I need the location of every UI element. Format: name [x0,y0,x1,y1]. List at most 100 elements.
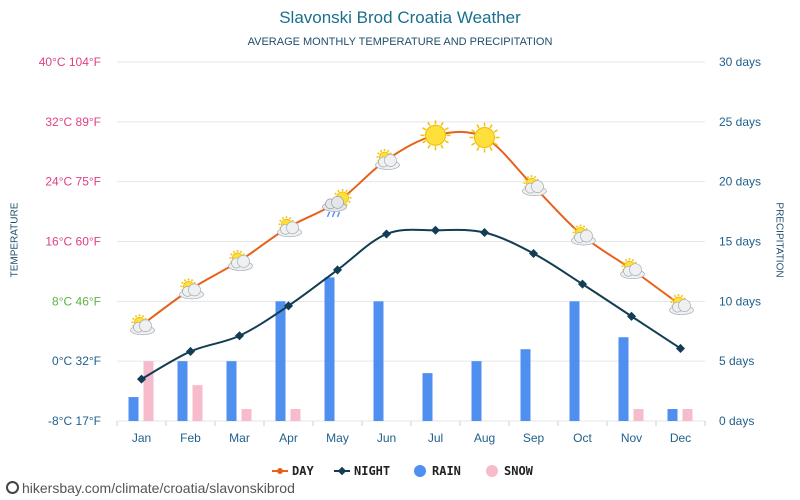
month-tick-label: Jul [428,431,443,445]
sun-ray [585,227,588,231]
sun-ray [132,317,135,320]
sun-ray [279,219,282,222]
temperature-tick-label: -8°C 17°F [48,414,101,428]
partly-cloudy-icon [620,258,645,280]
sun-ray [345,203,348,207]
rain-bar [373,301,384,421]
sun-ray [345,189,348,193]
sun-ray [422,127,427,131]
month-tick-label: Apr [279,431,298,445]
chart-subtitle: AVERAGE MONTHLY TEMPERATURE AND PRECIPIT… [247,36,553,48]
snow-series [143,361,693,421]
sun-ray [582,225,586,228]
legend-label: DAY [292,464,314,478]
temperature-tick-label: 16°C 60°F [45,235,101,249]
month-tick-label: Jun [377,431,396,445]
sun-ray [334,192,337,196]
sun-ray [239,250,243,254]
precipitation-axis: 30 days 25 days 20 days 15 days 10 days 5 day… [719,55,761,428]
partly-cloudy-icon [277,216,302,238]
sun-ray [348,200,351,204]
month-tick-label: Dec [670,431,691,445]
rain-drop [336,211,341,218]
snow-bar [241,409,252,421]
night-point [185,346,196,356]
night-point [626,311,637,321]
month-tick-label: Oct [573,431,592,445]
month-tick-label: Nov [621,431,642,445]
night-line [141,228,682,380]
sun-ray [493,129,498,133]
night-point [381,229,392,239]
watermark-text: hikersbay.com/climate/croatia/slavonskib… [22,480,295,496]
sun-ray [476,146,480,151]
temperature-tick-label: 40°C 104°F [39,55,101,69]
snow-bar [290,409,301,421]
legend-item-night: NIGHT [334,464,390,478]
sun-ray [471,129,476,133]
sun-ray [291,219,294,222]
sun-ray [193,281,196,285]
sun-ray [377,152,380,155]
source-watermark[interactable]: hikersbay.com/climate/croatia/slavonskib… [6,480,295,496]
legend-marker [486,465,498,477]
month-axis: Jan Feb Mar Apr May Jun Jul Aug Sep Oct Nov Dec [132,431,691,445]
sun-ray [673,294,677,298]
sun-ray [281,216,285,220]
sun-ray [622,261,625,264]
legend-label: NIGHT [354,464,390,478]
partly-cloudy-icon [179,278,204,300]
sun-ray [575,225,579,228]
partly-cloudy-icon [669,294,694,315]
rain-bar [520,349,531,421]
cloud-puff [237,255,250,268]
sun-ray [634,261,637,264]
snow-bar [633,409,644,421]
legend-label: SNOW [504,464,534,478]
cloud-puff [188,283,201,297]
precipitation-tick-label: 15 days [719,235,761,249]
snow-bar [192,385,203,421]
rain-bar [275,301,286,421]
sun-ray [183,279,187,282]
snow-bar [143,361,154,421]
rain-bar [177,361,188,421]
rain-bar [128,397,139,421]
day-series [130,120,694,336]
rain-series [128,277,678,421]
sun-ray [536,178,539,181]
sun-ray [680,294,684,298]
cloud-puff [531,180,544,194]
sun-ray [427,144,431,149]
temperature-tick-label: 0°C 32°F [52,354,101,368]
sun-ray [444,127,449,131]
sun-ray [181,281,184,285]
sun-ray [386,149,390,153]
precipitation-tick-label: 25 days [719,115,761,129]
sun-ray [526,175,530,179]
sun-ray [524,178,527,181]
precipitation-tick-label: 0 days [719,414,754,428]
night-point [430,225,441,235]
sun-ray [288,216,292,220]
sun-ray [683,297,686,300]
sun-ray [440,144,444,149]
temperature-tick-label: 32°C 89°F [45,115,101,129]
sun-ray [493,142,498,146]
sun-ray [573,227,576,231]
sun-ray [631,258,635,262]
legend-item-snow: SNOW [486,464,534,478]
cloud-puff [139,319,152,333]
night-point [479,227,490,238]
sun-ray [489,146,493,151]
chart-title: Slavonski Brod Croatia Weather [279,8,521,27]
sun-ray [144,317,147,320]
sun-ray [190,279,194,282]
sun-icon [420,120,451,151]
sun-ray [232,250,236,254]
partly-cloudy-icon [375,148,400,170]
sun-ray [337,189,340,193]
legend-label: RAIN [432,464,461,478]
location-pin-icon [6,481,19,494]
sun-ray [379,149,383,153]
